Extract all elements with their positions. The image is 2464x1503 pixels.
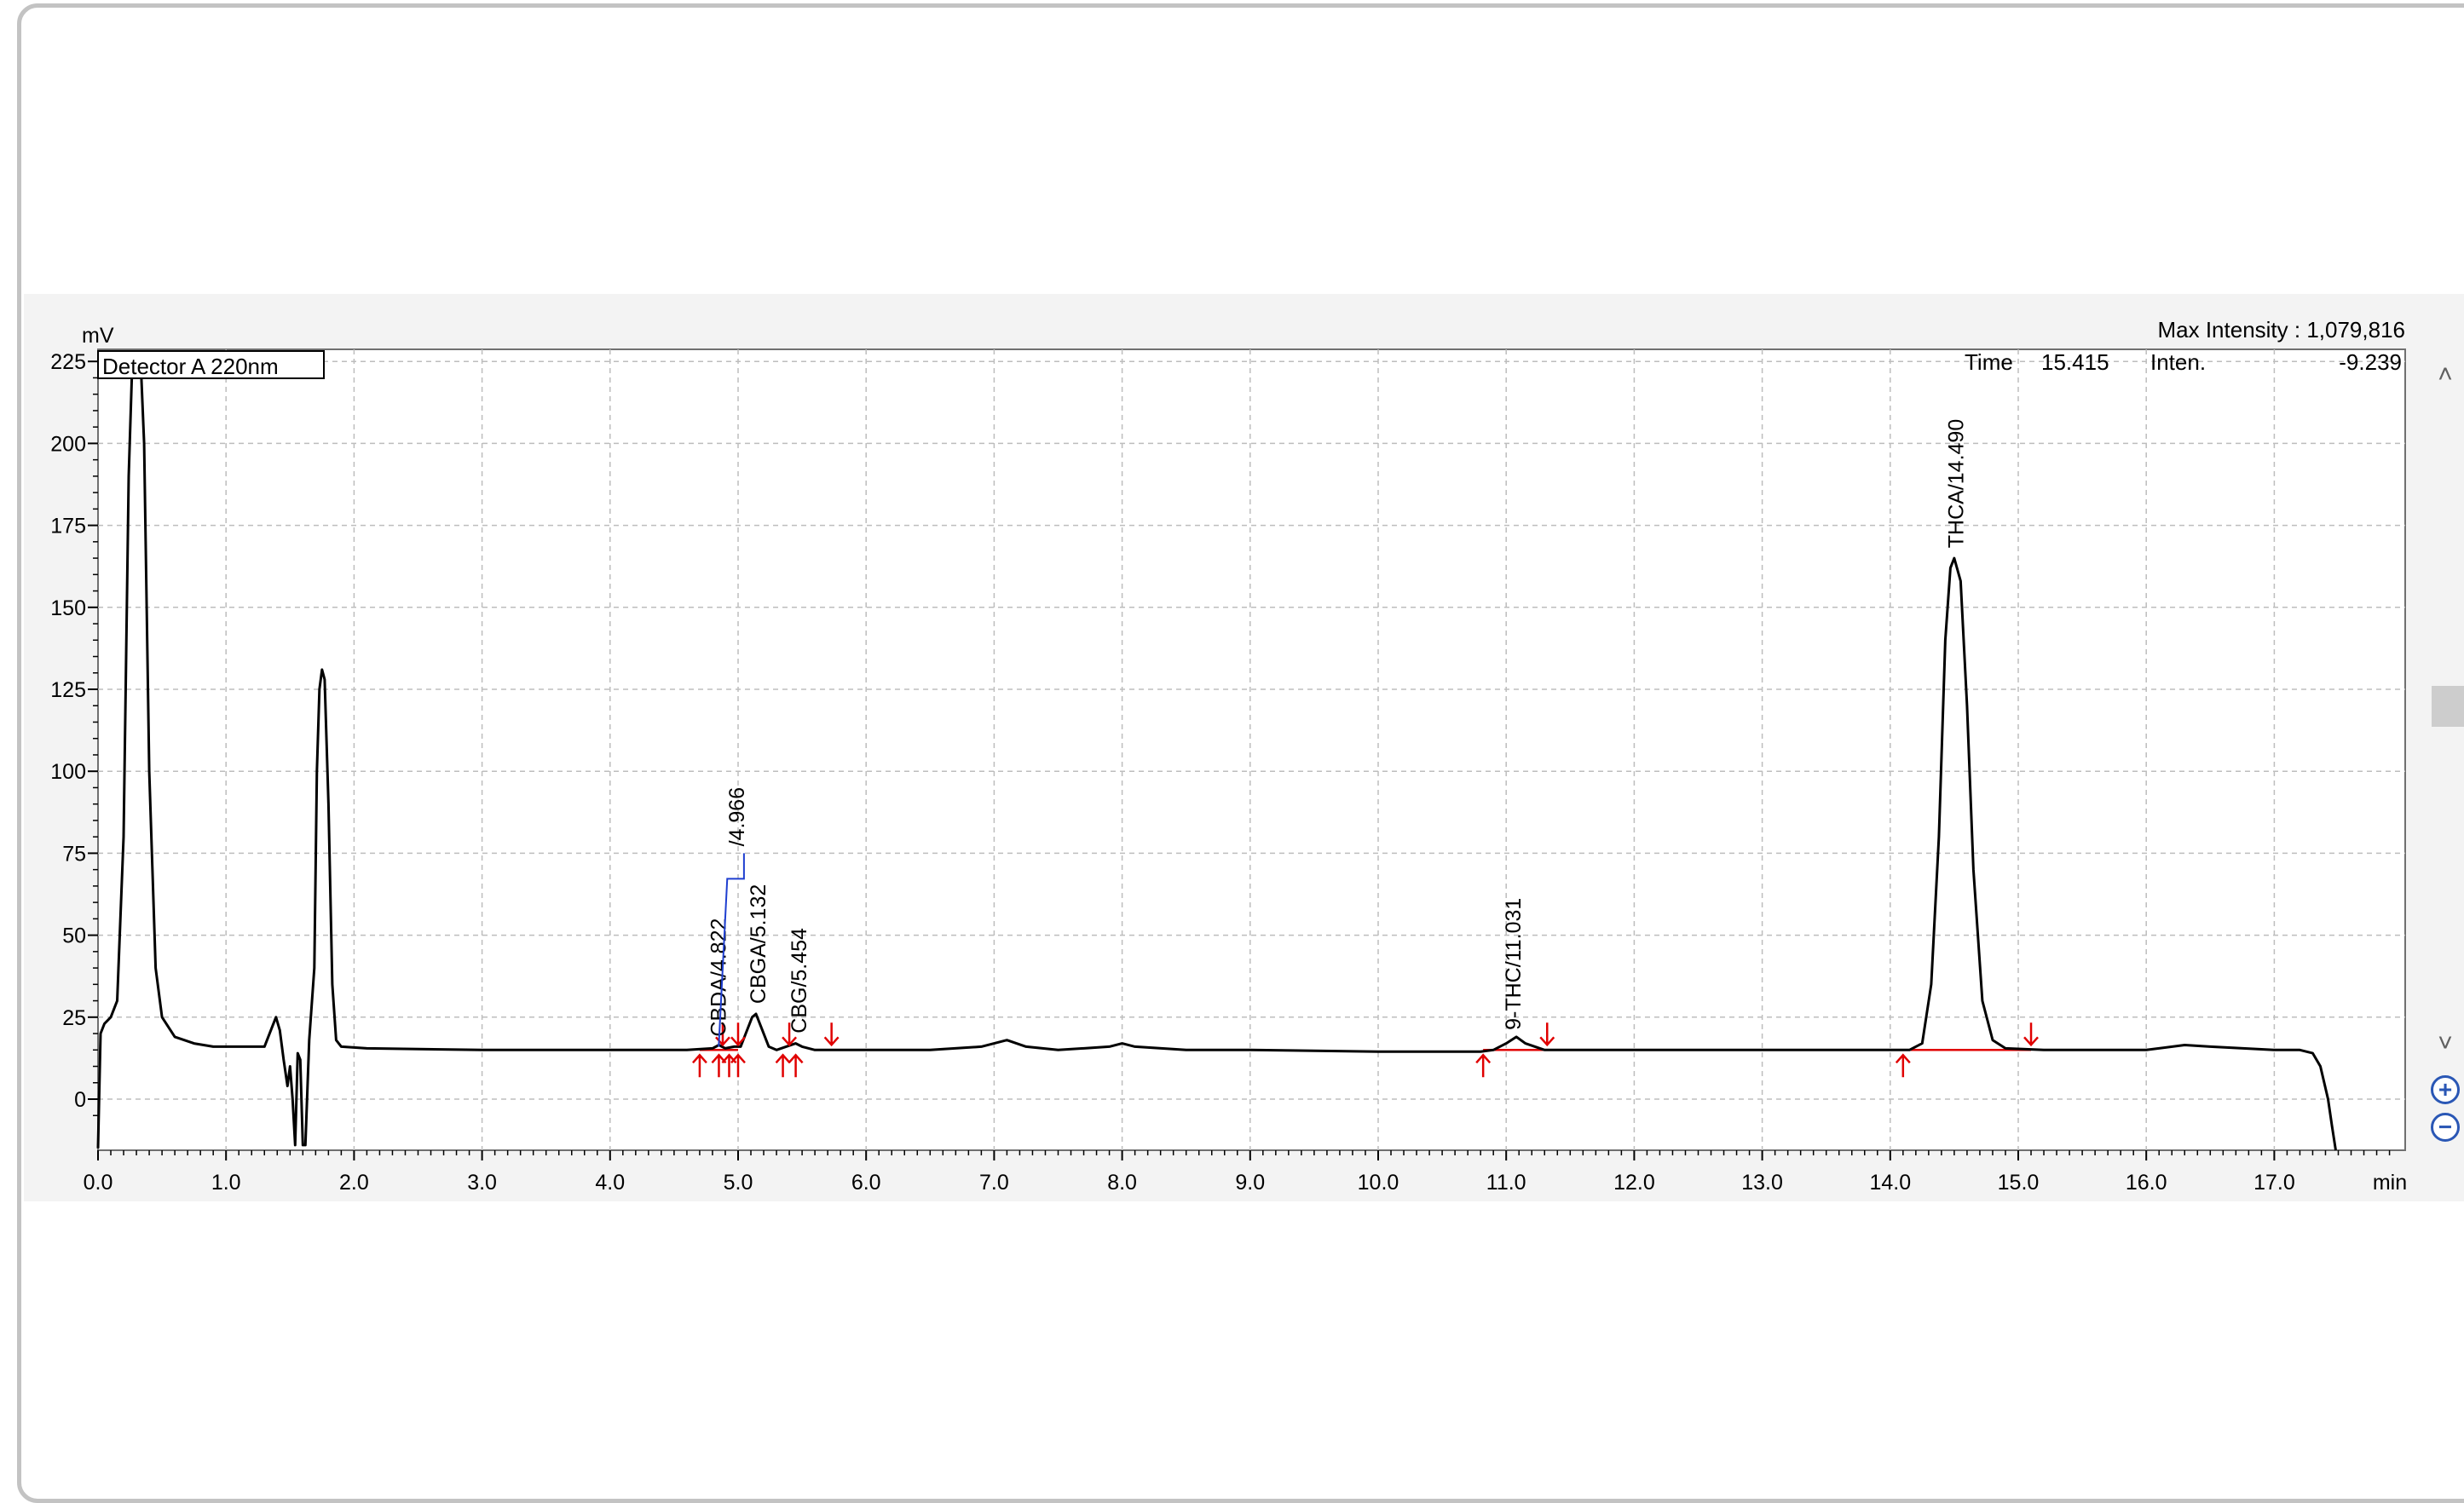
y-tick-label: 75 — [62, 842, 86, 866]
y-tick-label: 175 — [50, 515, 86, 538]
peak-start-marker — [1895, 1053, 1911, 1078]
peak-start-marker — [692, 1053, 707, 1078]
detector-legend-box — [97, 350, 325, 379]
x-tick-label: 1.0 — [211, 1171, 241, 1195]
scroll-thumb[interactable] — [2432, 686, 2464, 727]
y-unit-label: mV — [82, 324, 114, 348]
x-tick-label: 0.0 — [84, 1171, 113, 1195]
peak-end-marker — [823, 1022, 840, 1047]
x-tick-label: 17.0 — [2253, 1171, 2295, 1195]
zoom-out-icon[interactable]: − — [2431, 1113, 2460, 1142]
x-tick-label: 7.0 — [979, 1171, 1009, 1195]
peak-start-marker — [730, 1053, 746, 1078]
integration-markers — [692, 1022, 2039, 1078]
peak-label: 9-THC/11.031 — [1502, 898, 1526, 1030]
x-unit-label: min — [2373, 1171, 2407, 1195]
x-tick-label: 13.0 — [1741, 1171, 1783, 1195]
peak-labels: CBDA/4.822/4.966 CBGA/5.132 CBG/5.454 9-THC… — [707, 419, 1968, 1047]
x-tick-label: 16.0 — [2126, 1171, 2167, 1195]
peak-label: THCA/14.490 — [1944, 419, 1968, 548]
y-tick-label: 125 — [50, 678, 86, 702]
x-tick-label: 4.0 — [595, 1171, 625, 1195]
cursor-time-value: 15.415 — [2041, 349, 2109, 375]
peak-start-marker — [1475, 1053, 1492, 1078]
scroll-down-icon[interactable]: ˅ — [2438, 1029, 2453, 1057]
peak-start-marker — [775, 1053, 791, 1078]
y-tick-label: 50 — [62, 924, 86, 948]
x-tick-label: 10.0 — [1358, 1171, 1399, 1195]
peak-start-marker — [788, 1053, 804, 1078]
peak-label: /4.966 — [725, 787, 749, 847]
peak-end-marker — [715, 1022, 730, 1047]
x-tick-label: 15.0 — [1998, 1171, 2040, 1195]
peak-label: CBDA/4.822 — [707, 918, 730, 1037]
x-tick-label: 12.0 — [1613, 1171, 1655, 1195]
y-tick-label: 100 — [50, 760, 86, 784]
vertical-scrollbar[interactable]: ˄ ˅ — [2426, 341, 2464, 1150]
peak-label: CBG/5.454 — [788, 928, 811, 1034]
y-tick-label: 225 — [50, 350, 86, 374]
trace-line — [96, 350, 2337, 1151]
x-tick-label: 5.0 — [724, 1171, 753, 1195]
y-tick-label: 150 — [50, 596, 86, 620]
x-tick-label: 11.0 — [1486, 1171, 1526, 1195]
cursor-time-label: Time — [1965, 349, 2013, 375]
peak-end-marker — [730, 1022, 746, 1047]
zoom-controls: + − — [2431, 1075, 2464, 1152]
max-intensity-label: Max Intensity : 1,079,816 — [2157, 317, 2405, 343]
x-tick-label: 3.0 — [467, 1171, 497, 1195]
x-tick-label: 2.0 — [339, 1171, 369, 1195]
axes: 0.0 1.0 2.0 3.0 4.0 5.0 6.0 7.0 8.0 9.0 10.0 11.0 12… — [50, 350, 2391, 1195]
x-tick-label: 9.0 — [1235, 1171, 1265, 1195]
peak-label-leader — [718, 853, 745, 1047]
cursor-readout: Time 15.415 Inten. -9.239 — [1965, 349, 2402, 375]
cursor-inten-value: -9.239 — [2339, 349, 2402, 375]
cursor-inten-label: Inten. — [2150, 349, 2206, 375]
scroll-up-icon[interactable]: ˄ — [2438, 360, 2453, 389]
peak-end-marker — [1539, 1022, 1555, 1047]
trace — [96, 350, 2337, 1151]
zoom-in-icon[interactable]: + — [2431, 1075, 2460, 1104]
peak-label: CBGA/5.132 — [747, 884, 770, 1004]
grid — [98, 349, 2405, 1150]
peak-end-marker — [2023, 1022, 2039, 1047]
x-tick-label: 14.0 — [1869, 1171, 1911, 1195]
y-tick-label: 0 — [74, 1088, 86, 1112]
y-tick-label: 200 — [50, 432, 86, 456]
detector-legend: Detector A 220nm — [97, 350, 325, 379]
x-tick-label: 8.0 — [1107, 1171, 1137, 1195]
plot-area — [97, 348, 2406, 1151]
y-tick-label: 25 — [62, 1006, 86, 1030]
x-tick-label: 6.0 — [851, 1171, 881, 1195]
peak-end-marker — [782, 1022, 798, 1047]
detector-label: Detector A 220nm — [102, 354, 279, 379]
